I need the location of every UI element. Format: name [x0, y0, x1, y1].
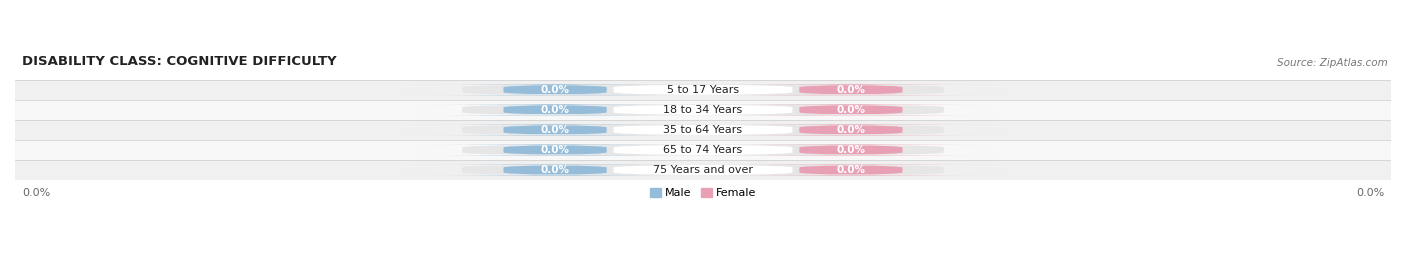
Bar [15, 100, 1391, 120]
Text: 0.0%: 0.0% [540, 125, 569, 135]
Text: 35 to 64 Years: 35 to 64 Years [664, 125, 742, 135]
FancyBboxPatch shape [696, 104, 1005, 115]
Text: 0.0%: 0.0% [540, 85, 569, 95]
FancyBboxPatch shape [586, 124, 820, 135]
Text: Source: ZipAtlas.com: Source: ZipAtlas.com [1278, 58, 1388, 68]
Bar [15, 140, 1391, 160]
FancyBboxPatch shape [401, 84, 710, 95]
Text: 0.0%: 0.0% [540, 145, 569, 155]
FancyBboxPatch shape [463, 144, 943, 155]
FancyBboxPatch shape [586, 144, 820, 155]
FancyBboxPatch shape [696, 124, 1005, 135]
FancyBboxPatch shape [401, 124, 710, 135]
Text: 75 Years and over: 75 Years and over [652, 165, 754, 175]
Text: 0.0%: 0.0% [22, 188, 51, 198]
Legend: Male, Female: Male, Female [645, 183, 761, 203]
Bar [15, 80, 1391, 100]
Text: 65 to 74 Years: 65 to 74 Years [664, 145, 742, 155]
Text: 0.0%: 0.0% [540, 105, 569, 115]
Bar [15, 120, 1391, 140]
FancyBboxPatch shape [586, 84, 820, 95]
FancyBboxPatch shape [463, 84, 943, 95]
FancyBboxPatch shape [463, 104, 943, 115]
Text: 0.0%: 0.0% [837, 125, 866, 135]
FancyBboxPatch shape [696, 84, 1005, 95]
FancyBboxPatch shape [463, 165, 943, 176]
Text: 5 to 17 Years: 5 to 17 Years [666, 85, 740, 95]
Text: 0.0%: 0.0% [837, 85, 866, 95]
Text: 0.0%: 0.0% [837, 165, 866, 175]
FancyBboxPatch shape [696, 165, 1005, 176]
FancyBboxPatch shape [401, 104, 710, 115]
Bar [15, 160, 1391, 180]
Text: 18 to 34 Years: 18 to 34 Years [664, 105, 742, 115]
Text: 0.0%: 0.0% [837, 105, 866, 115]
Text: 0.0%: 0.0% [837, 145, 866, 155]
FancyBboxPatch shape [401, 144, 710, 155]
FancyBboxPatch shape [463, 124, 943, 135]
Text: DISABILITY CLASS: COGNITIVE DIFFICULTY: DISABILITY CLASS: COGNITIVE DIFFICULTY [22, 55, 336, 68]
FancyBboxPatch shape [696, 144, 1005, 155]
FancyBboxPatch shape [586, 165, 820, 176]
Text: 0.0%: 0.0% [540, 165, 569, 175]
FancyBboxPatch shape [586, 104, 820, 115]
FancyBboxPatch shape [401, 165, 710, 176]
Text: 0.0%: 0.0% [1355, 188, 1384, 198]
